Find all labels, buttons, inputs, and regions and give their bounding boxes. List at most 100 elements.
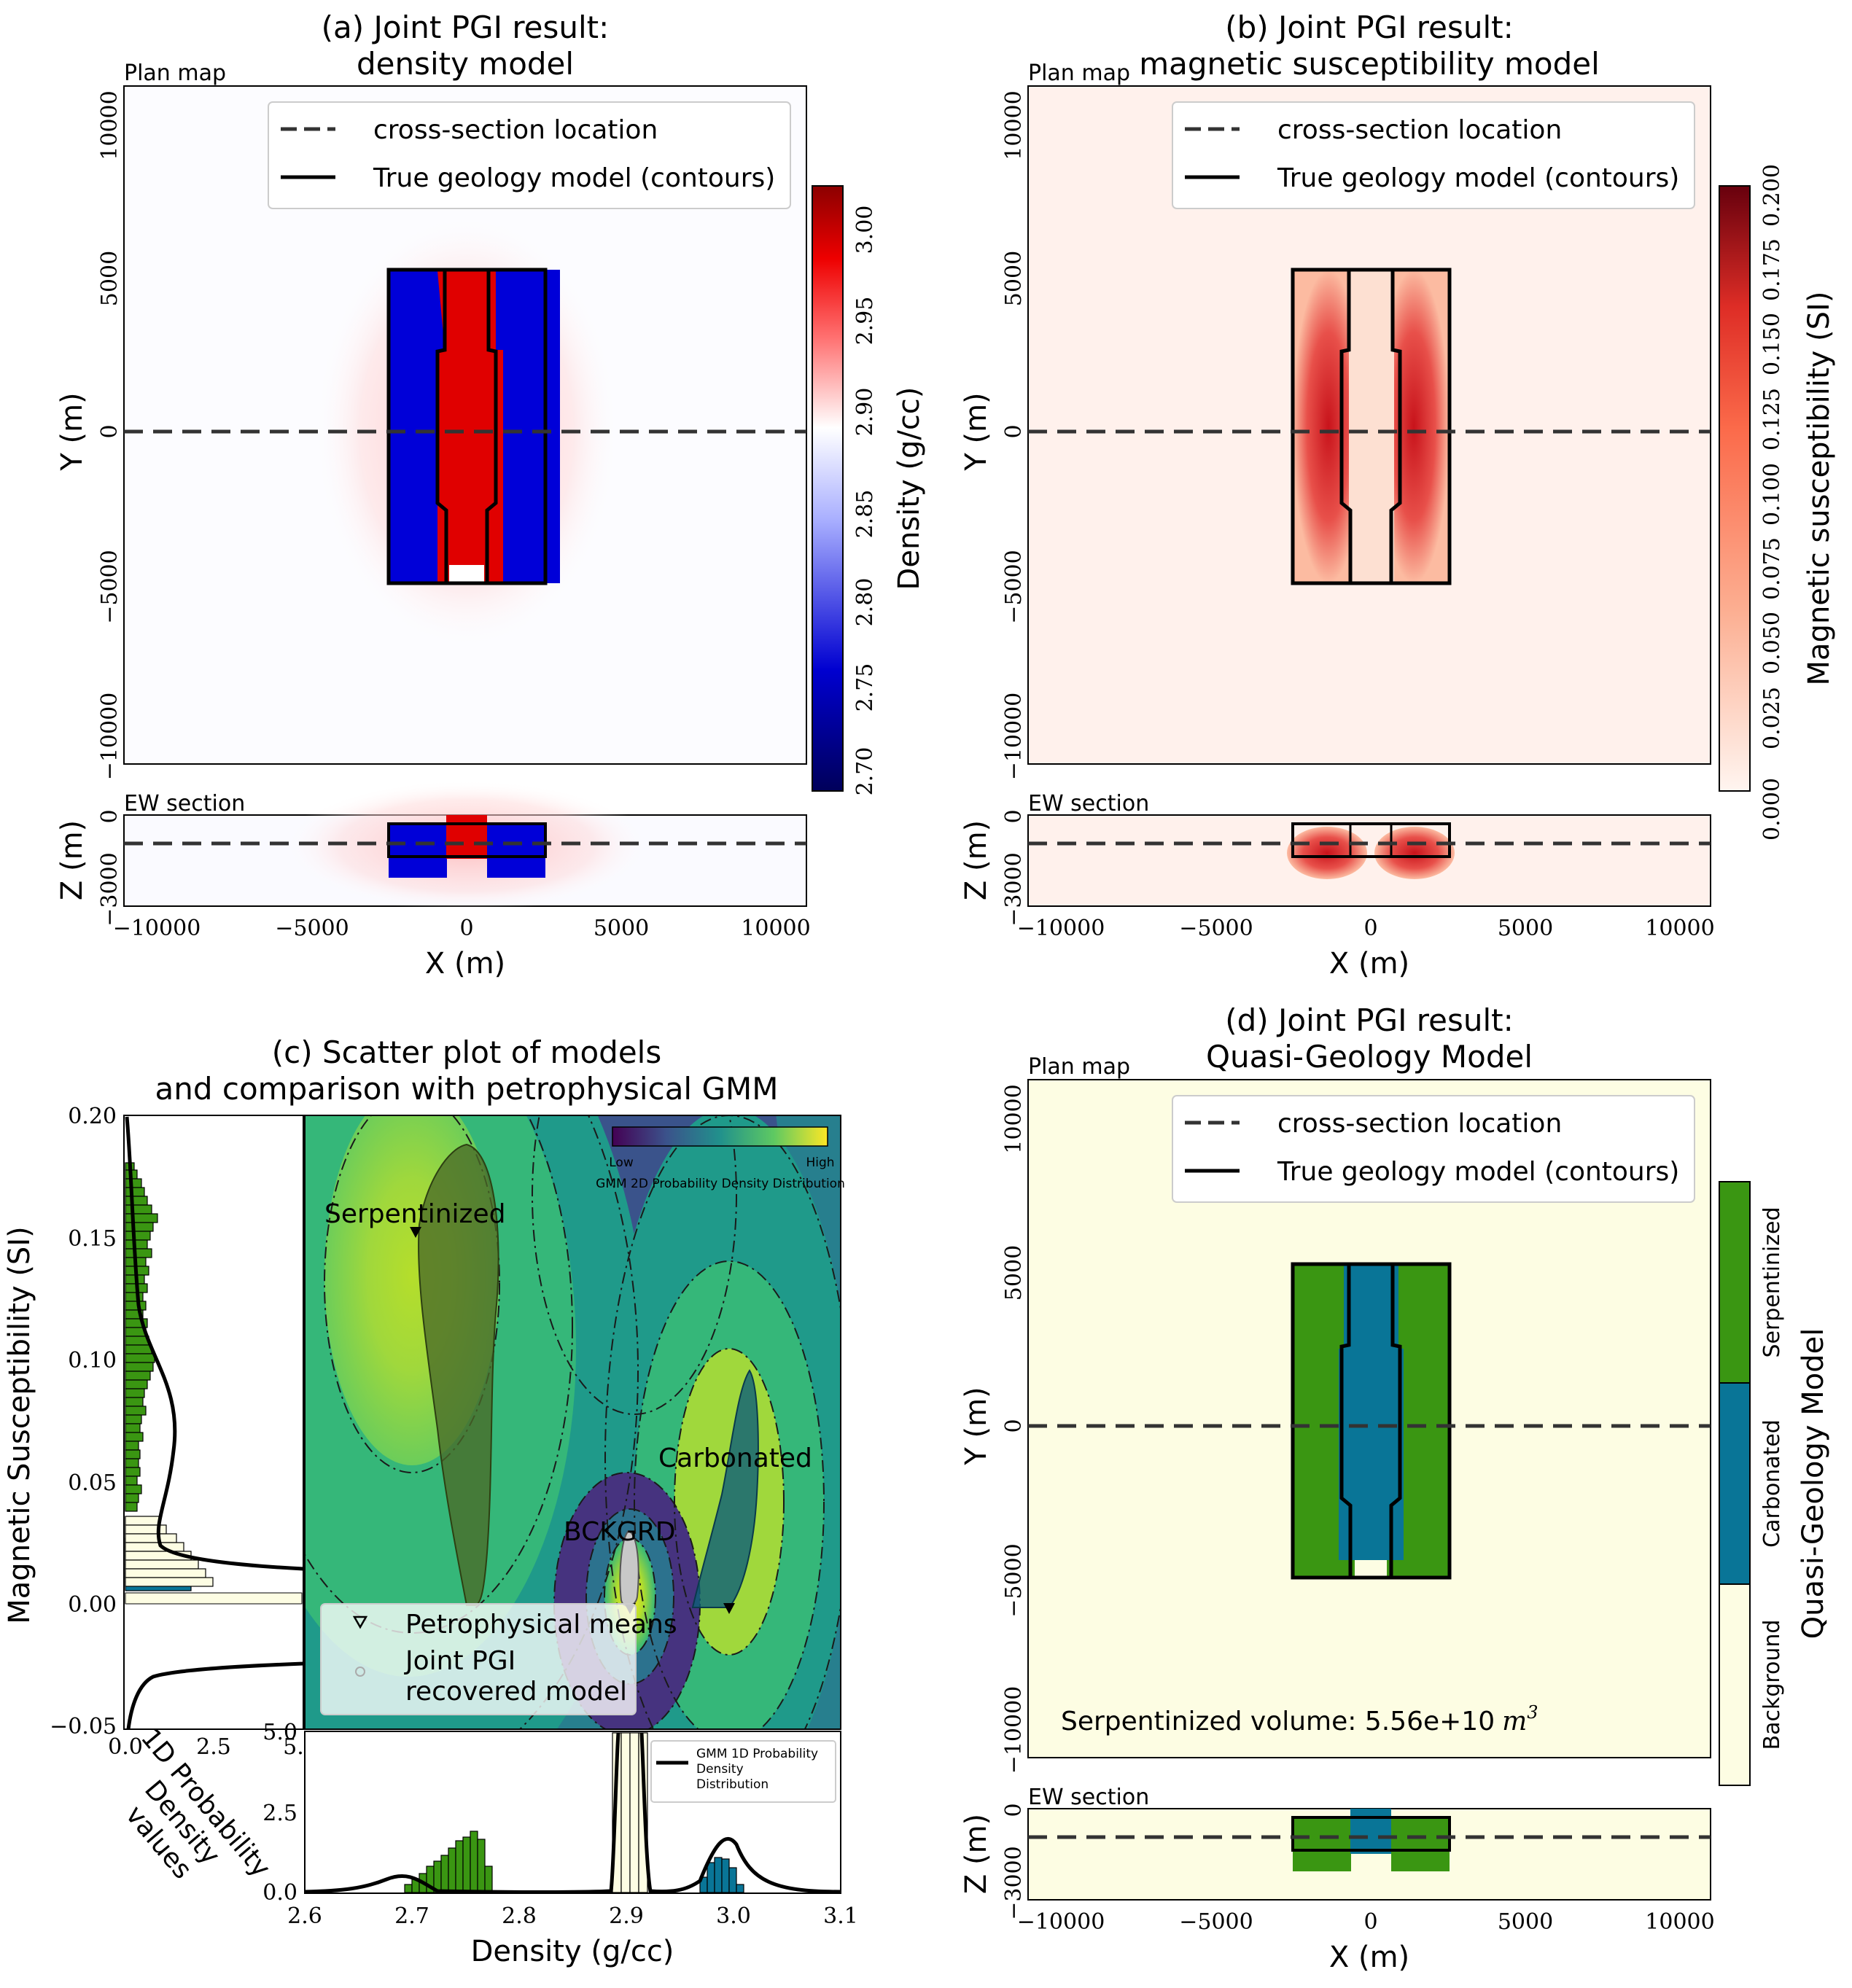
panel-d-xtick: 0 bbox=[1363, 1909, 1377, 1935]
panel-a-title-line2: density model bbox=[357, 46, 574, 82]
panel-a-cbar-tick: 2.85 bbox=[852, 490, 878, 539]
panel-c-gmm1d-legend-line1: GMM 1D Probability bbox=[696, 1747, 818, 1761]
panel-c-bottom-ytick: 2.5 bbox=[262, 1801, 297, 1826]
panel-c-ytick: 0.05 bbox=[68, 1470, 117, 1496]
panel-d-x-ticks: −10000 −5000 0 5000 10000 bbox=[1017, 1909, 1715, 1935]
panel-b-cbar-tick: 0.075 bbox=[1759, 537, 1785, 600]
panel-a-cbar-tick: 2.95 bbox=[852, 297, 878, 346]
panel-c-label-serpentinized: Serpentinized bbox=[324, 1199, 505, 1229]
panel-a-east-block bbox=[496, 270, 560, 583]
panel-d-legend-box bbox=[1172, 1095, 1695, 1203]
panel-c-ytick: 0.00 bbox=[68, 1592, 117, 1618]
panel-c-hist-xtick: 2.5 bbox=[196, 1734, 231, 1760]
panel-c-xtick: 3.1 bbox=[823, 1903, 858, 1929]
panel-c-ytick: 0.15 bbox=[68, 1226, 117, 1252]
panel-a-colorbar-label: Density (g/cc) bbox=[892, 387, 926, 590]
panel-b-ytick: 5000 bbox=[1001, 251, 1027, 306]
panel-d-legend-item-1: cross-section location bbox=[1277, 1109, 1562, 1139]
panel-c-mean-carbonated bbox=[723, 1603, 735, 1614]
panel-d-central-gap bbox=[1355, 1560, 1387, 1578]
panel-a-y-ticks: 10000 5000 0 −5000 −10000 bbox=[97, 90, 122, 780]
panel-b-cbar-tick: 0.125 bbox=[1759, 388, 1785, 451]
panel-a-central-gap bbox=[449, 565, 484, 583]
panel-a-ytick: 10000 bbox=[97, 90, 122, 160]
panel-a-colorbar-ticks: 2.70 2.75 2.80 2.85 2.90 2.95 3.00 bbox=[852, 206, 878, 796]
panel-b-section-blob-west bbox=[1287, 827, 1367, 879]
panel-b-ytick: −10000 bbox=[1001, 693, 1027, 781]
panel-c-legend-mean-marker bbox=[352, 1615, 368, 1629]
panel-a-xtick: −5000 bbox=[275, 916, 349, 941]
panel-b-cbar-tick: 0.000 bbox=[1759, 778, 1785, 841]
panel-c-gmm-colorbar bbox=[612, 1126, 828, 1147]
panel-c-legend-item-2: Joint PGI bbox=[404, 1646, 515, 1676]
panel-d-volume-unit: m bbox=[1502, 1707, 1527, 1736]
panel-a: (a) Joint PGI result: density model Plan… bbox=[55, 9, 926, 981]
panel-d-zlabel: Z (m) bbox=[960, 1814, 993, 1894]
panel-a-ytick: 0 bbox=[97, 424, 122, 438]
panel-c-left-background-fill bbox=[125, 1592, 303, 1605]
panel-b-section-blob-east bbox=[1374, 827, 1455, 879]
panel-d-ytick: 0 bbox=[1001, 1419, 1027, 1432]
panel-a-zlabel: Z (m) bbox=[55, 820, 89, 900]
panel-c-bottom-gmm-curve bbox=[304, 1732, 841, 1894]
panel-a-ylabel: Y (m) bbox=[55, 392, 89, 471]
panel-c-ytick: 0.10 bbox=[68, 1348, 117, 1373]
panel-c-gmm1d-legend-line3: Distribution bbox=[696, 1777, 769, 1792]
panel-c-legend-item-1: Petrophysical means bbox=[405, 1610, 677, 1640]
panel-b-ytick: −5000 bbox=[1001, 550, 1027, 623]
panel-a-xlabel: X (m) bbox=[425, 947, 505, 981]
panel-c-y-ticks: 0.20 0.15 0.10 0.05 0.00 −0.05 bbox=[50, 1104, 117, 1739]
panel-d-plan-label: Plan map bbox=[1028, 1054, 1130, 1080]
panel-d-xtick: −10000 bbox=[1017, 1909, 1105, 1935]
panel-b-cbar-tick: 0.200 bbox=[1759, 164, 1785, 227]
panel-d: (d) Joint PGI result: Quasi-Geology Mode… bbox=[960, 1002, 1830, 1974]
panel-d-xlabel: X (m) bbox=[1329, 1941, 1409, 1974]
panel-c-bottom-y-ticks: 0.0 2.5 5.0 bbox=[262, 1720, 297, 1906]
panel-c-legend-scatter-marker bbox=[355, 1667, 365, 1677]
panel-c-xtick: 2.8 bbox=[502, 1903, 537, 1929]
panel-b-zlabel: Z (m) bbox=[960, 820, 993, 900]
panel-b-legend-item-1: cross-section location bbox=[1277, 115, 1562, 145]
panel-a-ztick: −3000 bbox=[97, 852, 122, 926]
panel-d-ylabel: Y (m) bbox=[960, 1387, 993, 1465]
panel-c-gmm1d-legend-line2: Density bbox=[696, 1762, 744, 1777]
panel-d-ztick: −3000 bbox=[1001, 1846, 1027, 1919]
panel-b: (b) Joint PGI result: magnetic susceptib… bbox=[960, 9, 1836, 981]
panel-c-mean-serpentinized bbox=[410, 1227, 421, 1238]
panel-d-section-label: EW section bbox=[1028, 1785, 1149, 1810]
panel-b-title-line1: (b) Joint PGI result: bbox=[1225, 9, 1514, 45]
panel-d-colorbar-class-carbonated: Carbonated bbox=[1759, 1419, 1785, 1548]
panel-a-true-geology-contour bbox=[386, 268, 548, 585]
panel-b-xlabel: X (m) bbox=[1329, 947, 1409, 981]
panel-c-legend-item-3: recovered model bbox=[405, 1677, 627, 1707]
panel-c-xlabel: Density (g/cc) bbox=[471, 1935, 674, 1968]
panel-d-colorbar-serpentinized bbox=[1719, 1181, 1751, 1384]
panel-b-ztick: 0 bbox=[1001, 809, 1027, 823]
panel-a-section-west bbox=[389, 824, 447, 878]
panel-d-title-line2: Quasi-Geology Model bbox=[1206, 1039, 1533, 1075]
panel-a-section-central bbox=[446, 815, 487, 859]
panel-c: (c) Scatter plot of models and compariso… bbox=[3, 1034, 858, 1968]
panel-b-section-frame bbox=[1027, 814, 1711, 907]
panel-a-title-line1: (a) Joint PGI result: bbox=[322, 9, 610, 45]
panel-b-section-label: EW section bbox=[1028, 791, 1149, 816]
panel-a-plan-label: Plan map bbox=[124, 61, 226, 86]
panel-b-xtick: 0 bbox=[1363, 916, 1377, 941]
panel-b-cbar-tick: 0.025 bbox=[1759, 687, 1785, 749]
panel-d-section-contour bbox=[1291, 1816, 1451, 1852]
panel-b-cbar-tick: 0.050 bbox=[1759, 612, 1785, 674]
panel-b-central-body bbox=[1349, 271, 1394, 583]
panel-d-section-west bbox=[1293, 1817, 1351, 1871]
panel-b-y-ticks: 10000 5000 0 −5000 −10000 bbox=[1001, 90, 1027, 780]
panel-d-colorbar-label: Quasi-Geology Model bbox=[1797, 1328, 1830, 1640]
panel-c-x-ticks: 2.6 2.7 2.8 2.9 3.0 3.1 bbox=[287, 1903, 858, 1929]
panel-a-ztick: 0 bbox=[97, 809, 122, 823]
panel-d-colorbar-background bbox=[1719, 1583, 1751, 1786]
panel-c-bottom-ytick: 5.0 bbox=[262, 1720, 297, 1745]
panel-b-x-ticks: −10000 −5000 0 5000 10000 bbox=[1017, 916, 1715, 941]
panel-d-y-ticks: 10000 5000 0 −5000 −10000 bbox=[1001, 1084, 1027, 1774]
panel-d-volume-text: Serpentinized volume: 5.56e+10 m3 bbox=[1061, 1702, 1538, 1736]
panel-c-label-bckgrd: BCKGRD bbox=[564, 1517, 675, 1547]
panel-c-left-hist-background bbox=[125, 1516, 214, 1587]
